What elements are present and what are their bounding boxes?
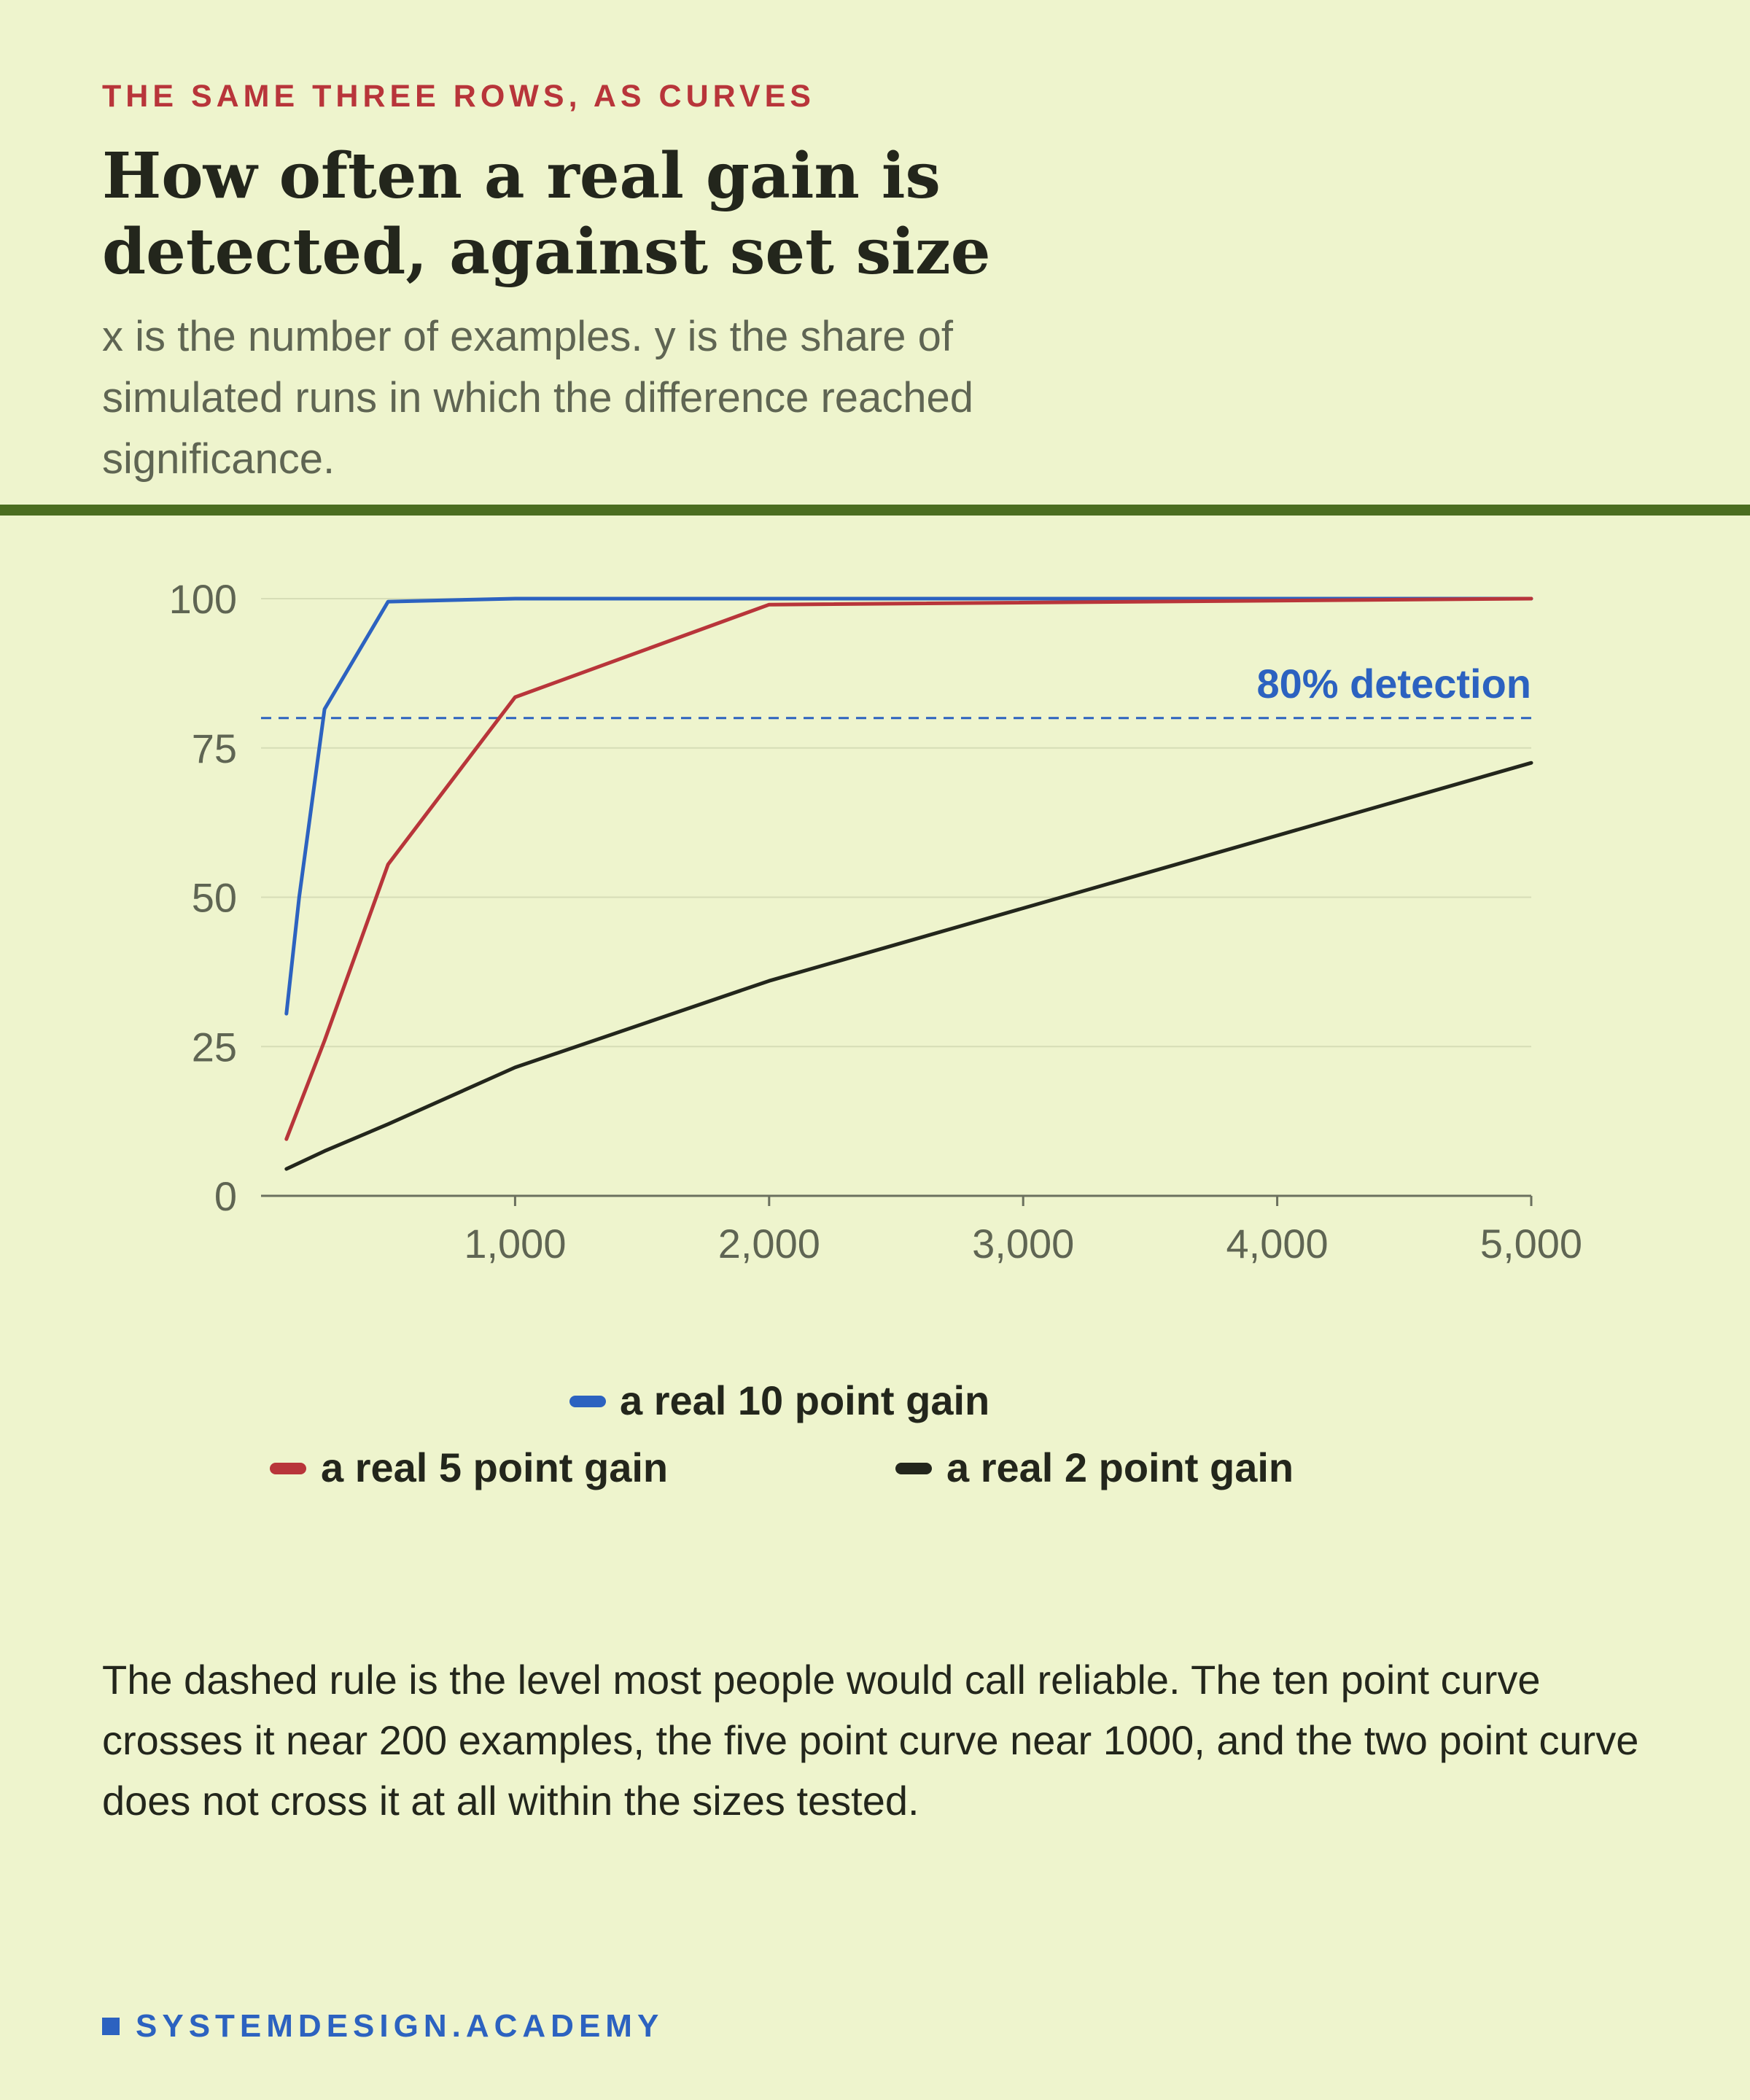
series-line-3 [284, 761, 1533, 1171]
kicker: THE SAME THREE ROWS, AS CURVES [102, 79, 815, 114]
y-tick-label: 50 [192, 875, 237, 921]
y-tick-label: 100 [169, 576, 237, 622]
chart-subtitle: x is the number of examples. y is the sh… [102, 313, 974, 483]
chart-note: The dashed rule is the level most people… [102, 1657, 1639, 1824]
legend: a real 10 point gain a real 5 point gain a… [270, 1377, 1294, 1490]
x-tick-label: 3,000 [972, 1221, 1074, 1267]
legend-label: a real 10 point gain [620, 1377, 989, 1423]
header-divider [0, 505, 1750, 516]
footer-brand: SYSTEMDESIGN.ACADEMY [102, 2008, 664, 2045]
legend-swatch [270, 1463, 306, 1474]
series-line-2 [284, 596, 1533, 1141]
footer-text: SYSTEMDESIGN.ACADEMY [136, 2008, 664, 2044]
chart-title: How often a real gain is detected, again… [102, 139, 991, 289]
x-tick-label: 4,000 [1226, 1221, 1329, 1267]
x-tick-label: 5,000 [1480, 1221, 1582, 1267]
legend-swatch [895, 1463, 932, 1474]
reference-line: 80% detection [261, 661, 1531, 720]
legend-label: a real 5 point gain [321, 1444, 668, 1490]
axes: 0 25 50 75 100 1,000 2,000 3,000 4,000 5,000 [169, 576, 1583, 1267]
x-tick-label: 2,000 [718, 1221, 820, 1267]
y-tick-label: 75 [192, 726, 237, 771]
y-tick-label: 0 [214, 1173, 237, 1219]
x-tick-label: 1,000 [464, 1221, 566, 1267]
series-line-1 [284, 596, 1533, 1016]
brand-square-icon [102, 2018, 120, 2035]
series-lines [284, 596, 1533, 1171]
reference-line-label: 80% detection [1256, 661, 1531, 707]
line-chart: 0 25 50 75 100 1,000 2,000 3,000 4,000 5,000 80% … [169, 576, 1583, 1490]
y-tick-label: 25 [192, 1024, 237, 1070]
legend-swatch [569, 1396, 606, 1407]
legend-label: a real 2 point gain [946, 1444, 1294, 1490]
